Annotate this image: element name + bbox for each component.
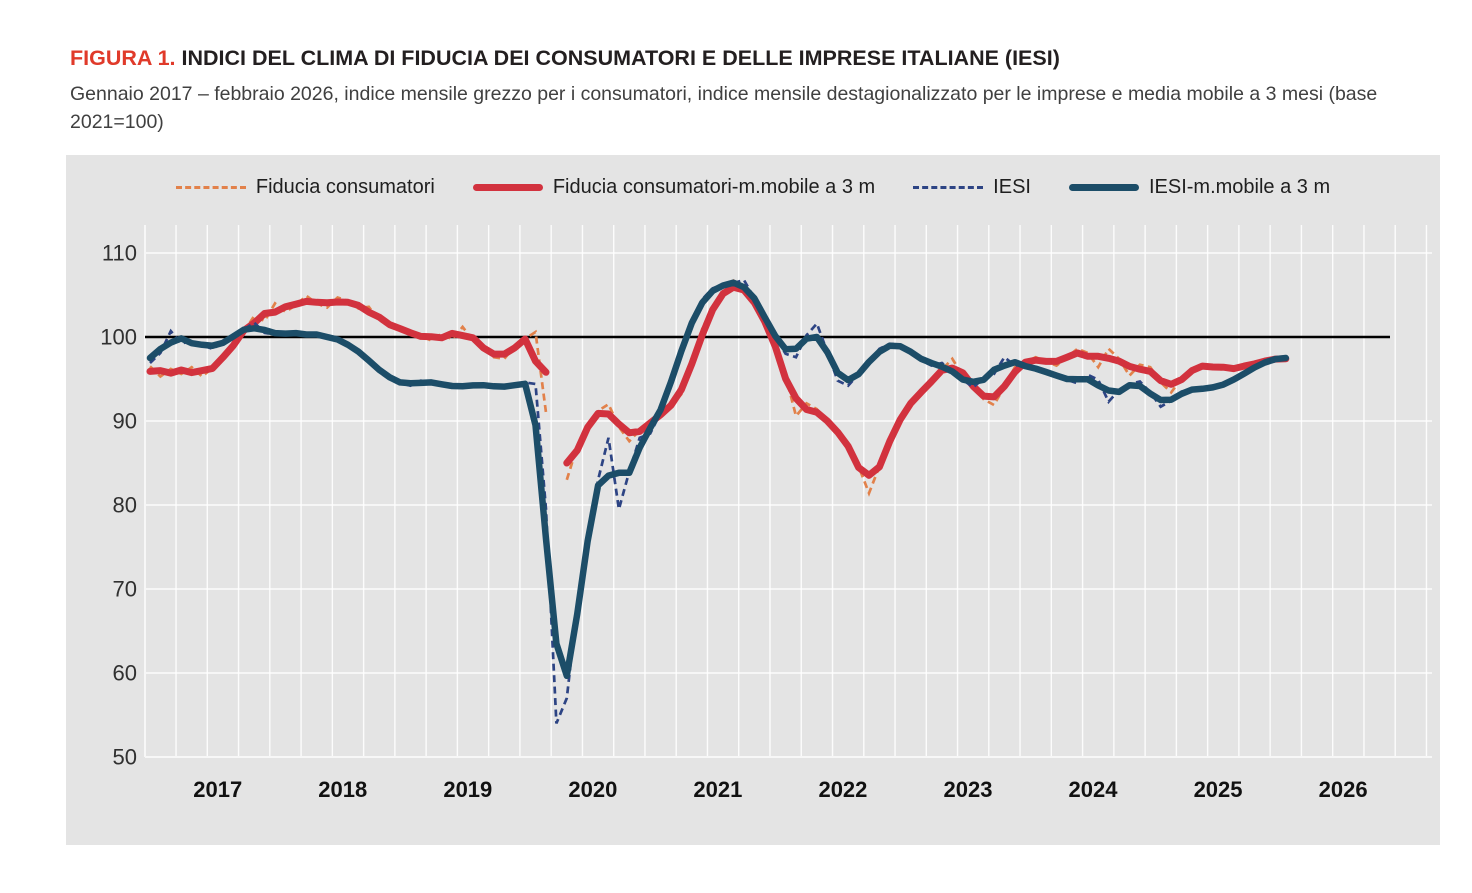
legend-label-iesi-ma: IESI-m.mobile a 3 m: [1148, 176, 1331, 198]
legend-swatch-consumer-raw-icon: [175, 186, 246, 189]
figure-title: FIGURA 1. INDICI DEL CLIMA DI FIDUCIA DEI…: [70, 46, 1440, 71]
figure-label: FIGURA 1.: [70, 46, 176, 70]
legend-swatch-iesi-raw-icon: [913, 186, 984, 189]
legend-label-consumer-ma: Fiducia consumatori-m.mobile a 3 m: [552, 176, 876, 198]
legend-item-iesi-ma: IESI-m.mobile a 3 m: [1068, 176, 1331, 199]
legend-label-consumer-raw: Fiducia consumatori: [255, 176, 435, 198]
legend-item-consumer-raw: Fiducia consumatori: [175, 176, 435, 199]
figure-subtitle: Gennaio 2017 – febbraio 2026, indice men…: [70, 83, 1378, 133]
legend-item-iesi-raw: IESI: [913, 176, 1031, 199]
figure-title-text: INDICI DEL CLIMA DI FIDUCIA DEI CONSUMAT…: [181, 46, 1060, 70]
legend-item-consumer-ma: Fiducia consumatori-m.mobile a 3 m: [472, 176, 876, 199]
chart-legend: Fiducia consumatori Fiducia consumatori-…: [66, 176, 1440, 199]
legend-swatch-iesi-ma-icon: [1068, 184, 1139, 191]
legend-label-iesi-raw: IESI: [993, 176, 1031, 198]
legend-swatch-consumer-ma-icon: [472, 184, 543, 191]
chart-panel: [66, 155, 1440, 845]
